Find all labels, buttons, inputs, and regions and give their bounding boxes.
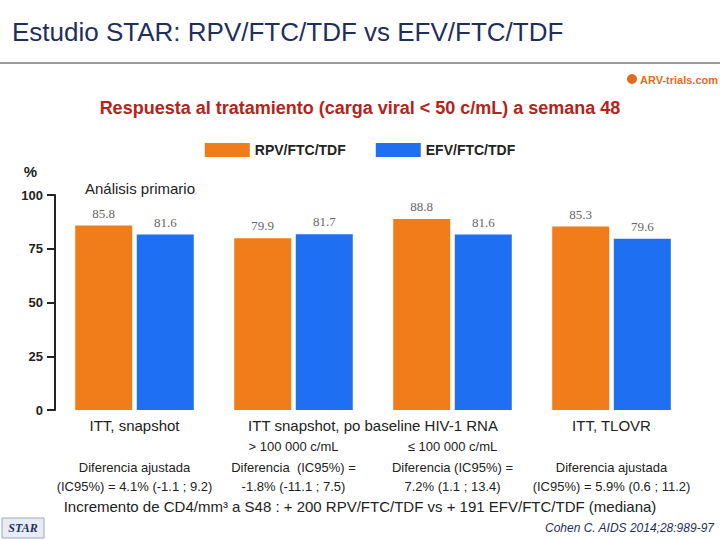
svg-text:Estudio STAR: RPV/FTC/TDF vs E: Estudio STAR: RPV/FTC/TDF vs EFV/FTC/TDF bbox=[12, 17, 563, 47]
svg-text:ITT, snapshot: ITT, snapshot bbox=[89, 417, 180, 434]
svg-text:0: 0 bbox=[36, 403, 43, 418]
svg-text:50: 50 bbox=[29, 295, 43, 310]
svg-text:-1.8% (-11.1 ; 7.5): -1.8% (-11.1 ; 7.5) bbox=[242, 479, 346, 494]
svg-text:EFV/FTC/TDF: EFV/FTC/TDF bbox=[426, 142, 516, 158]
svg-text:≤ 100 000 c/mL: ≤ 100 000 c/mL bbox=[408, 439, 498, 454]
svg-text:Cohen C. AIDS 2014;28:989-97: Cohen C. AIDS 2014;28:989-97 bbox=[545, 521, 715, 535]
svg-text:100: 100 bbox=[21, 188, 43, 203]
svg-text:(IC95%) = 5.9% (0.6 ; 11.2): (IC95%) = 5.9% (0.6 ; 11.2) bbox=[533, 479, 691, 494]
svg-text:Diferencia ajustada: Diferencia ajustada bbox=[79, 460, 191, 475]
svg-text:81.6: 81.6 bbox=[472, 215, 495, 230]
svg-text:ARV-trials.com: ARV-trials.com bbox=[640, 74, 718, 86]
svg-text:75: 75 bbox=[29, 241, 43, 256]
svg-text:Diferencia (IC95%) =: Diferencia (IC95%) = bbox=[392, 460, 513, 475]
svg-text:88.8: 88.8 bbox=[410, 199, 433, 214]
svg-text:STAR: STAR bbox=[8, 521, 37, 535]
svg-text:(IC95%) = 4.1% (-1.1 ; 9.2): (IC95%) = 4.1% (-1.1 ; 9.2) bbox=[57, 479, 213, 494]
svg-text:Incremento de CD4/mm³ a S48 :: Incremento de CD4/mm³ a S48 : + 200 RPV/… bbox=[64, 498, 657, 515]
svg-text:> 100 000 c/mL: > 100 000 c/mL bbox=[249, 439, 339, 454]
svg-text:85.3: 85.3 bbox=[569, 207, 592, 222]
svg-text:25: 25 bbox=[29, 349, 43, 364]
svg-text:Análisis primario: Análisis primario bbox=[85, 180, 195, 197]
svg-text:%: % bbox=[24, 163, 37, 180]
svg-text:79.6: 79.6 bbox=[631, 219, 654, 234]
svg-text:79.9: 79.9 bbox=[251, 218, 274, 233]
svg-text:81.7: 81.7 bbox=[313, 214, 336, 229]
svg-text:7.2% (1.1 ; 13.4): 7.2% (1.1 ; 13.4) bbox=[404, 479, 500, 494]
svg-text:Respuesta al tratamiento (carg: Respuesta al tratamiento (carga viral < … bbox=[100, 98, 621, 118]
svg-text:81.6: 81.6 bbox=[154, 215, 177, 230]
svg-text:Diferencia (IC95%) =: Diferencia (IC95%) = bbox=[231, 460, 356, 475]
svg-text:Diferencia ajustada: Diferencia ajustada bbox=[556, 460, 668, 475]
svg-text:ITT snapshot, po baseline HIV-: ITT snapshot, po baseline HIV-1 RNA bbox=[248, 417, 498, 434]
svg-text:85.8: 85.8 bbox=[92, 206, 115, 221]
svg-text:RPV/FTC/TDF: RPV/FTC/TDF bbox=[255, 142, 346, 158]
svg-text:ITT, TLOVR: ITT, TLOVR bbox=[572, 417, 651, 434]
